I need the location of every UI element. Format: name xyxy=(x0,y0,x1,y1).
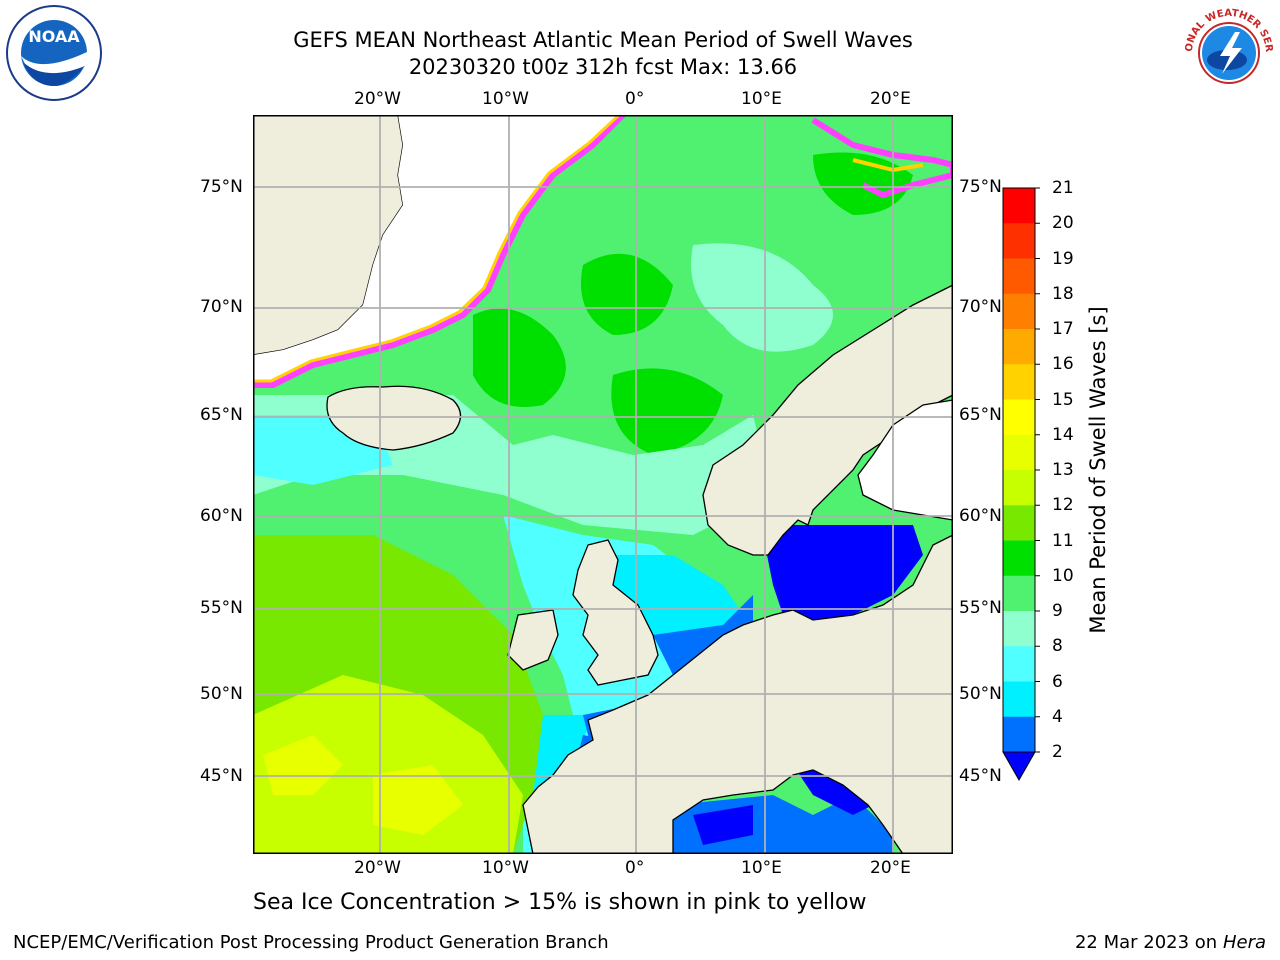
colorbar-tick-label: 2 xyxy=(1052,742,1063,762)
colorbar-tick-label: 13 xyxy=(1052,460,1074,480)
colorbar-tick-label: 8 xyxy=(1052,636,1063,657)
lon-label-top: 10°E xyxy=(741,89,782,109)
colorbar-label: Mean Period of Swell Waves [s] xyxy=(1086,306,1110,634)
ireland xyxy=(507,609,559,671)
colorbar-tick-label: 18 xyxy=(1052,283,1074,304)
sea-ice-edge xyxy=(253,115,621,383)
lat-label-left: 45°N xyxy=(200,766,243,786)
baltic-region xyxy=(763,525,923,625)
ice-region xyxy=(253,115,623,385)
colorbar-tick-label: 19 xyxy=(1052,248,1074,269)
colorbar-tick-label: 21 xyxy=(1052,178,1074,198)
gridlines xyxy=(253,115,953,854)
map-panel xyxy=(253,115,953,854)
colorbar-segment xyxy=(1003,575,1035,612)
lat-label-left: 55°N xyxy=(200,598,243,618)
svg-text:NOAA: NOAA xyxy=(28,27,80,46)
swell-region-11s xyxy=(581,253,673,335)
footer-date: 22 Mar 2023 on Hera xyxy=(1074,932,1266,953)
lat-label-right: 65°N xyxy=(959,405,1002,425)
colorbar-segment xyxy=(1003,716,1035,753)
swell-region-9s xyxy=(691,243,833,352)
colorbar-segment xyxy=(1003,258,1035,295)
lat-label-left: 65°N xyxy=(200,405,243,425)
colorbar-tick-label: 15 xyxy=(1052,389,1074,410)
colorbar-segment xyxy=(1003,434,1035,471)
colorbar-tick-label: 9 xyxy=(1052,601,1063,621)
lat-label-left: 75°N xyxy=(200,177,243,197)
colorbar-segment xyxy=(1003,646,1035,682)
colorbar-segment xyxy=(1003,188,1035,224)
lon-label-bottom: 20°W xyxy=(354,858,401,878)
colorbar-tick-label: 4 xyxy=(1052,706,1063,727)
lat-label-right: 55°N xyxy=(959,598,1002,618)
colorbar-tick-label: 6 xyxy=(1052,671,1063,692)
sea-ice-edge xyxy=(253,115,626,388)
colorbar-tick-label: 10 xyxy=(1052,565,1074,586)
colorbar-tick-label: 14 xyxy=(1052,424,1074,445)
footer-credit: NCEP/EMC/Verification Post Processing Pr… xyxy=(13,932,609,953)
lon-label-bottom: 20°E xyxy=(870,858,911,878)
lon-label-top: 0° xyxy=(625,89,645,109)
lat-label-left: 50°N xyxy=(200,684,243,704)
swell-region-11s xyxy=(473,308,566,407)
colorbar xyxy=(1002,187,1040,782)
colorbar-extend-arrow xyxy=(1002,751,1036,782)
swell-region-14s xyxy=(373,765,463,835)
lon-label-bottom: 10°W xyxy=(482,858,529,878)
lon-label-top: 20°E xyxy=(870,89,911,109)
colorbar-segment xyxy=(1003,540,1035,577)
lon-label-bottom: 0° xyxy=(625,858,645,878)
lat-label-left: 60°N xyxy=(200,506,243,526)
lat-label-left: 70°N xyxy=(200,297,243,317)
lat-label-right: 60°N xyxy=(959,506,1002,526)
lon-label-bottom: 10°E xyxy=(741,858,782,878)
colorbar-segment xyxy=(1003,681,1035,718)
colorbar-segment xyxy=(1003,505,1035,541)
lon-label-top: 20°W xyxy=(354,89,401,109)
colorbar-segment xyxy=(1003,611,1035,647)
machine-name: Hera xyxy=(1222,932,1266,953)
lat-label-right: 70°N xyxy=(959,297,1002,317)
lat-label-right: 75°N xyxy=(959,177,1002,197)
lat-label-right: 45°N xyxy=(959,766,1002,786)
swell-region-14s xyxy=(263,735,343,795)
colorbar-segment xyxy=(1003,399,1035,436)
noaa-logo: NOAA xyxy=(6,5,102,101)
swell-region-11s xyxy=(611,368,723,455)
colorbar-segment xyxy=(1003,329,1035,365)
iceland xyxy=(326,385,462,451)
colorbar-tick-label: 17 xyxy=(1052,319,1074,339)
nws-logo: NATIONAL WEATHER SERVICE xyxy=(1180,4,1276,100)
colorbar-tick-label: 20 xyxy=(1052,213,1074,234)
colorbar-tick-label: 16 xyxy=(1052,354,1074,375)
lat-label-right: 50°N xyxy=(959,684,1002,704)
colorbar-segment xyxy=(1003,364,1035,400)
mediterranean-region xyxy=(793,765,873,815)
mediterranean-region xyxy=(693,805,753,845)
map-subtitle: 20230320 t00z 312h fcst Max: 13.66 xyxy=(408,55,798,79)
colorbar-segment xyxy=(1003,470,1035,506)
colorbar-tick-label: 12 xyxy=(1052,495,1074,516)
colorbar-segment xyxy=(1003,293,1035,330)
map-title: GEFS MEAN Northeast Atlantic Mean Period… xyxy=(293,28,913,52)
sea-ice-note: Sea Ice Concentration > 15% is shown in … xyxy=(253,890,867,915)
colorbar-segment xyxy=(1003,223,1035,259)
colorbar-tick-label: 11 xyxy=(1052,530,1074,551)
lon-label-top: 10°W xyxy=(482,89,529,109)
